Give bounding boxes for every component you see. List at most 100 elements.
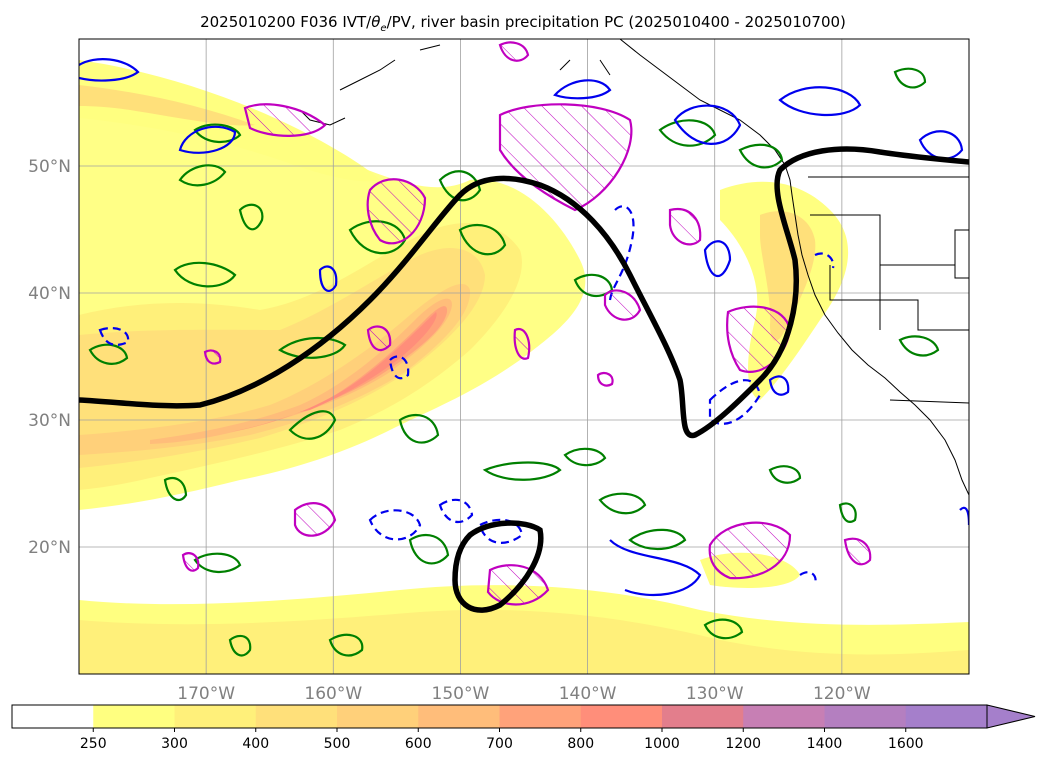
colorbar-tick-label: 700	[486, 736, 513, 752]
basin-pc-region	[843, 537, 872, 566]
precip-contour	[193, 123, 242, 143]
precip-contour	[228, 634, 252, 657]
basin-pc-region	[498, 41, 530, 62]
precip-contour	[738, 143, 784, 169]
theta-e-contour	[673, 104, 742, 145]
colorbar-swatch	[824, 705, 907, 728]
precip-contour	[163, 477, 188, 502]
precip-contour	[898, 335, 940, 357]
us-mexico-border	[889, 399, 969, 404]
colorbar-extend-arrow	[986, 704, 1036, 729]
precip-contour	[658, 119, 717, 147]
ivt-south-band-2	[79, 609, 969, 674]
pv-contour-cutoff	[452, 520, 544, 613]
precip-contour	[288, 410, 337, 440]
longitude-tick-label: 130°W	[686, 684, 744, 704]
basin-pc-region	[366, 325, 392, 352]
gridlines	[79, 39, 969, 674]
colorbar-swatch	[12, 705, 94, 728]
colorbar-swatch	[580, 705, 663, 728]
theta-e-negative-contour	[368, 509, 422, 541]
colorbar-tick-label: 500	[324, 736, 351, 752]
colorbar-swatch	[418, 705, 500, 728]
precip-contour	[768, 465, 802, 484]
theta-e-contour	[703, 240, 732, 278]
basin-pc-region	[668, 207, 702, 246]
precip-contour	[838, 502, 857, 523]
latitude-labels: 20°N 30°N 40°N 50°N	[28, 157, 71, 558]
theta-e-negative-contour	[799, 571, 817, 586]
basin-pc-region	[603, 289, 642, 321]
state-box	[954, 229, 969, 279]
basin-pc-region	[293, 502, 337, 537]
colorbar-tick-label: 300	[161, 736, 188, 752]
theta-e-negative-contour	[388, 355, 410, 380]
basin-pc-region	[708, 521, 792, 580]
us-state-line-1	[810, 214, 955, 266]
precip-contours	[88, 67, 940, 657]
basin-pc-region	[366, 178, 427, 245]
latitude-tick-label: 40°N	[28, 284, 71, 304]
figure-title: 2025010200 F036 IVT/θe/PV, river basin p…	[200, 13, 846, 34]
basin-pc-region	[243, 103, 327, 137]
ivt-north-band-2	[79, 85, 255, 126]
precip-contour	[628, 528, 687, 551]
map-frame	[78, 38, 970, 675]
theta-e-contours	[79, 58, 969, 597]
ivt-shading	[79, 60, 969, 674]
colorbar-swatch	[337, 705, 419, 728]
latitude-tick-label: 50°N	[28, 157, 71, 177]
theta-e-negative-contour	[478, 518, 524, 544]
theta-e-negative-contour	[438, 498, 474, 524]
longitude-tick-label: 170°W	[177, 684, 235, 704]
map-panel: 170°W 160°W 150°W 140°W 130°W 120°W 20°N 30°N 4…	[28, 38, 970, 704]
precip-contour	[893, 67, 927, 89]
precip-contour	[408, 533, 450, 565]
colorbar-swatch	[174, 705, 257, 728]
precip-contour	[438, 170, 482, 202]
theta-e-contour	[609, 539, 702, 597]
longitude-labels: 170°W 160°W 150°W 140°W 130°W 120°W	[177, 684, 871, 704]
theta-e-contour	[178, 125, 237, 154]
map-layers	[79, 39, 969, 674]
theta-e-negative-contour	[608, 205, 635, 301]
colorbar-tick-label: 1600	[888, 736, 924, 752]
precip-contour	[173, 261, 237, 288]
precip-contour	[598, 492, 647, 515]
precip-contour	[458, 223, 507, 256]
colorbar-swatch	[255, 705, 338, 728]
precip-contour	[238, 203, 264, 231]
ivt-band-3	[79, 247, 485, 468]
theta-e-contour	[318, 265, 338, 292]
colorbar-tick-label: 800	[567, 736, 594, 752]
us-state-line-2	[829, 265, 969, 331]
precip-contour	[563, 447, 607, 467]
colorbar-tick-label: 250	[80, 736, 107, 752]
colorbar-tick-label: 600	[405, 736, 432, 752]
theta-e-contour	[778, 86, 862, 117]
basin-pc-region	[513, 327, 531, 360]
theta-e-contour	[918, 130, 964, 160]
colorbar-tick-label: 1000	[644, 736, 680, 752]
theta-e-contour	[553, 79, 612, 100]
pv-contours	[79, 146, 969, 613]
basin-pc-region	[596, 371, 614, 387]
longitude-tick-label: 150°W	[432, 684, 490, 704]
precip-contour	[193, 552, 242, 573]
colorbar-swatch	[499, 705, 582, 728]
colorbar: 250 300 400 500 600 700 800 1000 1200 1400 1600	[11, 704, 1036, 752]
colorbar-tick-label: 400	[242, 736, 269, 752]
colorbar-tick-label: 1200	[725, 736, 761, 752]
basin-pc-region	[181, 552, 200, 572]
precip-contour	[178, 164, 227, 187]
colorbar-swatch	[662, 705, 744, 728]
precip-contour	[398, 413, 440, 444]
longitude-tick-label: 120°W	[813, 684, 871, 704]
pv-contour-main	[79, 146, 969, 439]
basin-pc-region	[203, 349, 222, 365]
precip-contour	[482, 461, 562, 481]
latitude-tick-label: 20°N	[28, 538, 71, 558]
longitude-tick-label: 160°W	[304, 684, 362, 704]
theta-e-contour	[79, 58, 140, 82]
